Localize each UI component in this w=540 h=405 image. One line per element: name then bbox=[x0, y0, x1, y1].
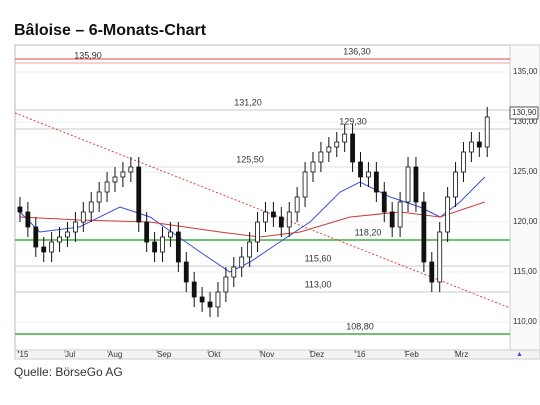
level-label: 131,20 bbox=[234, 97, 262, 107]
y-tick-label: 120,00 bbox=[513, 217, 538, 226]
plot-area bbox=[14, 44, 511, 351]
x-tick-label: Nov bbox=[260, 350, 274, 359]
trendline bbox=[14, 112, 511, 309]
moving-average bbox=[19, 176, 486, 273]
candle-body bbox=[437, 231, 443, 283]
y-tick-label: 125,00 bbox=[513, 167, 538, 176]
candle-body bbox=[405, 166, 411, 203]
level-label: 113,00 bbox=[305, 279, 332, 289]
candle-body bbox=[199, 296, 205, 303]
candle-body bbox=[413, 166, 419, 203]
candle-body bbox=[421, 201, 427, 263]
candle-body bbox=[57, 236, 62, 243]
candle-body bbox=[72, 221, 78, 233]
candle-body bbox=[373, 171, 379, 193]
candle-body bbox=[326, 146, 332, 153]
level-label: 136,30 bbox=[343, 46, 371, 56]
candle-body bbox=[215, 291, 221, 308]
candle-body bbox=[80, 211, 86, 223]
candle-body bbox=[476, 141, 482, 148]
candle-body bbox=[286, 211, 292, 228]
level-label: 108,80 bbox=[346, 321, 374, 331]
candle-body bbox=[207, 301, 213, 308]
candle-body bbox=[223, 276, 229, 293]
x-tick-label: Sep bbox=[157, 350, 172, 359]
x-tick-label: Dez bbox=[310, 350, 324, 359]
candle-body bbox=[104, 181, 110, 193]
level-label: 115,60 bbox=[305, 253, 332, 263]
candle-body bbox=[429, 261, 435, 283]
moving-average bbox=[19, 201, 485, 238]
level-label: 125,50 bbox=[236, 154, 264, 164]
last-price-box bbox=[509, 106, 539, 120]
y-axis-band bbox=[509, 44, 540, 351]
candle-body bbox=[389, 211, 395, 228]
candle-body bbox=[294, 196, 300, 213]
candle-body bbox=[168, 231, 173, 238]
candle-body bbox=[96, 191, 102, 203]
chart-title: Bâloise – 6-Monats-Chart bbox=[14, 22, 207, 39]
x-tick-label: Mrz bbox=[455, 350, 468, 359]
candle-body bbox=[397, 201, 403, 228]
candle-body bbox=[183, 261, 189, 283]
candle-body bbox=[33, 226, 39, 248]
x-tick-label: Aug bbox=[108, 350, 122, 359]
candle-body bbox=[112, 176, 118, 183]
candle-body bbox=[88, 201, 94, 213]
level-label: 129,30 bbox=[339, 116, 367, 126]
y-tick-label: 130,00 bbox=[513, 117, 538, 126]
candle-body bbox=[175, 231, 181, 263]
candle-body bbox=[17, 206, 23, 213]
candle-body bbox=[144, 221, 150, 243]
candle-body bbox=[191, 281, 197, 298]
candle-body bbox=[247, 241, 253, 258]
candle-body bbox=[302, 171, 308, 198]
candle-body bbox=[160, 236, 165, 253]
candle-body bbox=[468, 141, 474, 153]
candle-body bbox=[366, 171, 371, 178]
candle-body bbox=[239, 256, 245, 268]
candle-body bbox=[152, 241, 157, 253]
x-tick-label: Jul bbox=[65, 350, 75, 359]
candle-body bbox=[484, 116, 490, 148]
candle-body bbox=[461, 151, 466, 173]
candle-body bbox=[310, 161, 316, 173]
x-tick-label: '15 bbox=[18, 350, 29, 359]
candle-body bbox=[453, 171, 458, 198]
y-tick-label: 135,00 bbox=[513, 67, 538, 76]
candle-body bbox=[136, 166, 142, 223]
level-label: 118,20 bbox=[355, 227, 382, 237]
candle-body bbox=[128, 166, 134, 173]
level-label: 135,90 bbox=[74, 50, 102, 60]
y-tick-label: 115,00 bbox=[513, 267, 537, 276]
candle-body bbox=[381, 191, 387, 213]
x-tick-label: Okt bbox=[208, 350, 221, 359]
x-tick-label: '16 bbox=[355, 350, 366, 359]
candle-body bbox=[342, 133, 348, 143]
candle-body bbox=[334, 141, 340, 148]
candle-body bbox=[231, 266, 237, 278]
y-tick-label: 110,00 bbox=[513, 317, 537, 326]
candle-body bbox=[278, 216, 284, 228]
candle-body bbox=[65, 231, 70, 238]
source: Quelle: BörseGo AG bbox=[14, 365, 123, 379]
scroll-icon: ▲ bbox=[516, 351, 523, 358]
candle-body bbox=[120, 171, 126, 178]
x-axis-band bbox=[14, 349, 540, 360]
candle-body bbox=[318, 151, 324, 163]
candle-body bbox=[41, 246, 47, 253]
candle-body bbox=[445, 196, 451, 233]
candle-body bbox=[263, 211, 268, 223]
candle-body bbox=[270, 211, 276, 218]
candle-body bbox=[255, 221, 260, 243]
candle-body bbox=[25, 211, 31, 228]
candle-body bbox=[350, 133, 355, 163]
candle-body bbox=[49, 241, 55, 253]
x-tick-label: Feb bbox=[405, 350, 419, 359]
candle-body bbox=[358, 161, 363, 178]
last-price-label: 130,90 bbox=[512, 108, 537, 117]
